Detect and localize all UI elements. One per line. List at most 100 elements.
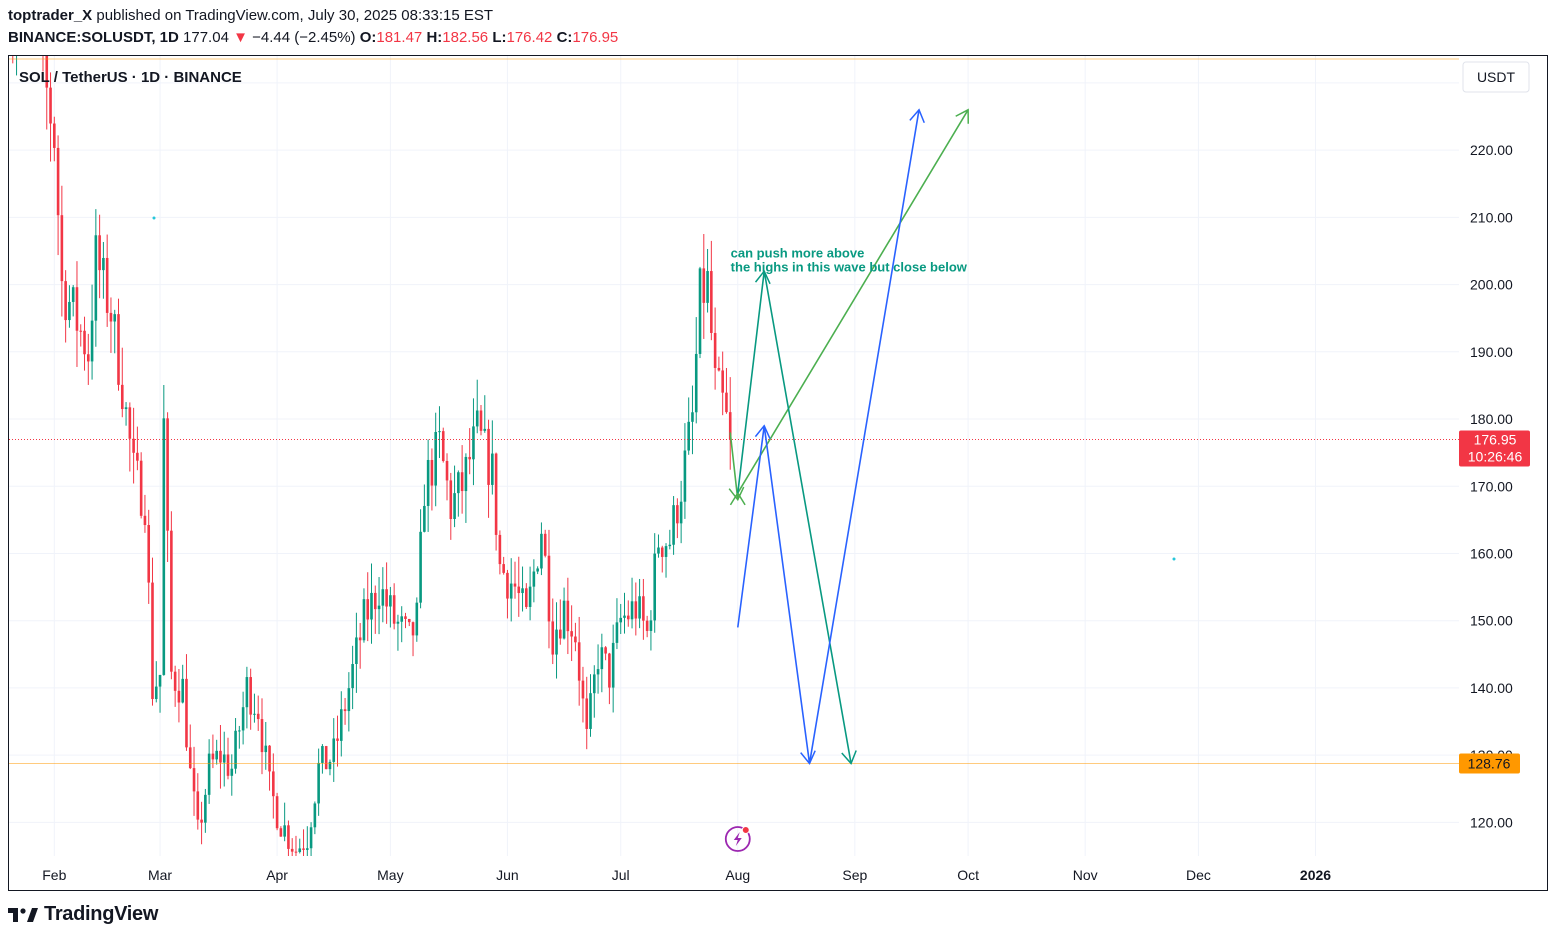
x-tick-label: 2026 xyxy=(1300,867,1331,883)
candle-body xyxy=(226,754,230,776)
candle-body xyxy=(249,677,252,715)
candle-body xyxy=(120,384,124,410)
candle-body xyxy=(517,586,521,594)
candle-body xyxy=(336,738,339,741)
candle-body xyxy=(407,618,411,623)
y-tick-label: 190.00 xyxy=(1470,344,1513,360)
candle-body xyxy=(581,680,585,699)
author-name[interactable]: toptrader_X xyxy=(8,7,93,24)
price-change: −4.44 (−2.45%) xyxy=(252,29,356,46)
candle-body xyxy=(385,589,388,607)
annotation-line: the highs in this wave but close below xyxy=(731,260,968,275)
candle-body xyxy=(653,553,657,621)
projection-arrowhead xyxy=(754,424,771,439)
y-tick-label: 160.00 xyxy=(1470,545,1513,561)
last-price: 177.04 xyxy=(183,29,229,46)
candle-body xyxy=(105,257,109,313)
candle-body xyxy=(256,713,260,720)
candle-body xyxy=(604,647,607,654)
candle-body xyxy=(555,629,558,655)
x-tick-label: Apr xyxy=(266,867,288,883)
candle-body xyxy=(502,564,505,573)
candle-body xyxy=(691,412,694,422)
candle-body xyxy=(479,410,483,431)
candle-body xyxy=(109,312,113,322)
candle-body xyxy=(151,582,154,700)
projection-arrowhead xyxy=(955,108,969,124)
candle-body xyxy=(53,123,56,148)
candle-body xyxy=(158,674,162,687)
candle-body xyxy=(551,621,555,655)
candle-body xyxy=(230,768,234,776)
candle-body xyxy=(204,794,207,823)
candle-body xyxy=(634,601,638,619)
candle-body xyxy=(608,653,611,688)
candle-body xyxy=(589,693,592,729)
support-price-tag xyxy=(1459,753,1520,774)
candle-body xyxy=(411,622,415,636)
candle-body xyxy=(173,671,177,691)
candle-body xyxy=(64,281,67,321)
candle-body xyxy=(339,709,343,741)
candle-body xyxy=(506,572,509,599)
candle-body xyxy=(660,547,664,557)
candle-body xyxy=(498,534,502,565)
candle-body xyxy=(347,688,351,712)
candle-body xyxy=(434,431,437,486)
currency-button-label[interactable]: USDT xyxy=(1477,69,1516,85)
candle-body xyxy=(264,745,268,753)
candle-body xyxy=(75,287,79,331)
candle-body xyxy=(71,287,75,302)
projection-path-green xyxy=(729,109,969,500)
projection-arrowhead xyxy=(754,269,771,285)
projection-arrowhead xyxy=(909,108,925,124)
candle-body xyxy=(332,738,336,762)
current-price-tag xyxy=(1459,430,1530,467)
candle-body xyxy=(162,418,166,675)
candle-body xyxy=(166,418,169,531)
candle-body xyxy=(664,546,668,557)
candle-body xyxy=(626,615,630,620)
candle-body xyxy=(676,505,679,524)
candle-body xyxy=(619,617,623,623)
candle-body xyxy=(392,595,396,624)
candle-body xyxy=(321,746,324,763)
candle-body xyxy=(713,332,717,368)
candle-body xyxy=(468,456,471,460)
ohlc-bar: BINANCE:SOLUSDT, 1D 177.04 ▼ −4.44 (−2.4… xyxy=(8,29,618,46)
y-tick-label: 210.00 xyxy=(1470,209,1513,225)
y-tick-label: 220.00 xyxy=(1470,142,1513,158)
candle-body xyxy=(657,547,660,554)
tradingview-logo[interactable]: TradingView xyxy=(8,903,158,926)
candle-body xyxy=(570,631,573,637)
x-tick-label: Sep xyxy=(842,867,867,883)
candle-body xyxy=(355,637,358,665)
candle-body xyxy=(638,596,641,619)
chart-frame[interactable]: can push more above the highs in this wav… xyxy=(8,55,1548,891)
candle-body xyxy=(457,472,460,494)
projection-arrowhead xyxy=(800,750,816,765)
candle-body xyxy=(200,819,203,823)
y-tick-label: 140.00 xyxy=(1470,680,1513,696)
candle-body xyxy=(706,271,709,303)
x-tick-label: May xyxy=(377,867,403,883)
candle-body xyxy=(68,301,71,321)
candle-body xyxy=(113,314,117,322)
candle-body xyxy=(540,533,543,569)
candle-body xyxy=(56,147,60,216)
candle-body xyxy=(585,698,589,729)
candle-body xyxy=(487,428,490,485)
projection-path-blue xyxy=(736,109,920,764)
close-label: C: xyxy=(556,29,573,46)
x-tick-label: Aug xyxy=(725,867,750,883)
y-tick-label: 200.00 xyxy=(1470,277,1513,293)
candle-body xyxy=(324,746,328,770)
candle-body xyxy=(306,848,309,850)
events-icon xyxy=(724,826,751,852)
support-price-label: 128.76 xyxy=(1468,755,1511,771)
candle-body xyxy=(128,407,132,439)
candle-body xyxy=(207,753,211,795)
publish-info: toptrader_X published on TradingView.com… xyxy=(8,7,493,24)
candles-group xyxy=(12,56,732,856)
